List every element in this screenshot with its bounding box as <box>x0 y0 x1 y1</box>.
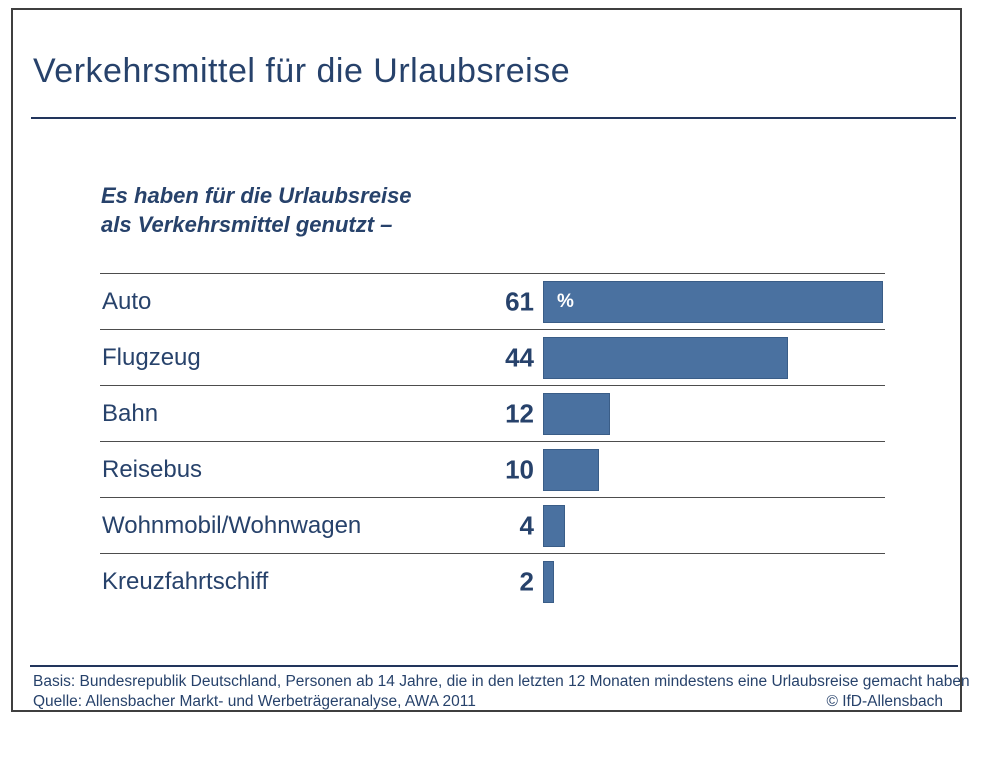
bar <box>543 337 788 379</box>
footer-divider <box>30 665 958 667</box>
value-label: 2 <box>519 566 534 596</box>
bar-row: Auto 61% <box>100 273 885 329</box>
category-label: Flugzeug <box>102 343 201 371</box>
bar-row: Flugzeug 44 <box>100 329 885 385</box>
bar <box>543 561 554 603</box>
bar-row: Wohnmobil/Wohnwagen 4 <box>100 497 885 553</box>
chart-subtitle-line2: als Verkehrsmittel genutzt – <box>101 212 393 237</box>
percent-unit-label: % <box>557 291 574 312</box>
bar <box>543 393 610 435</box>
bar-row: Kreuzfahrtschiff 2 <box>100 553 885 609</box>
value-label: 44 <box>505 342 534 372</box>
value-label: 10 <box>505 454 534 484</box>
bar-row: Reisebus 10 <box>100 441 885 497</box>
title-divider <box>31 117 956 119</box>
value-label: 61 <box>505 286 534 316</box>
category-label: Auto <box>102 287 152 315</box>
value-label: 12 <box>505 398 534 428</box>
bar <box>543 505 565 547</box>
page-title: Verkehrsmittel für die Urlaubsreise <box>33 52 571 90</box>
footer-basis-note: Basis: Bundesrepublik Deutschland, Perso… <box>33 673 970 690</box>
category-label: Kreuzfahrtschiff <box>102 567 269 595</box>
category-label: Wohnmobil/Wohnwagen <box>102 511 362 539</box>
bar-chart: Auto 61% Flugzeug 44 Bahn 12 Reisebus 10 Wohnmob… <box>100 273 885 609</box>
footer-source-note: Quelle: Allensbacher Markt- und Werbeträ… <box>33 693 476 710</box>
category-label: Bahn <box>102 399 159 427</box>
chart-subtitle-line1: Es haben für die Urlaubsreise <box>101 183 412 208</box>
chart-subtitle: Es haben für die Urlaubsreise als Verkeh… <box>101 181 412 239</box>
category-label: Reisebus <box>102 455 203 483</box>
value-label: 4 <box>519 510 534 540</box>
bar: % <box>543 281 883 323</box>
bar <box>543 449 599 491</box>
chart-frame: Verkehrsmittel für die Urlaubsreise Es h… <box>11 8 970 712</box>
bar-row: Bahn 12 <box>100 385 885 441</box>
footer-copyright: © IfD-Allensbach <box>826 693 943 710</box>
